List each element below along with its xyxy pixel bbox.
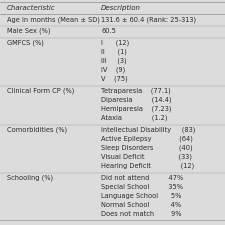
Text: I      (12): I (12)	[101, 40, 130, 46]
Text: Tetraparesia    (77.1): Tetraparesia (77.1)	[101, 88, 171, 94]
Text: GMFCS (%): GMFCS (%)	[7, 40, 44, 46]
Text: Intellectual Disability     (83): Intellectual Disability (83)	[101, 127, 196, 133]
Text: V    (75): V (75)	[101, 76, 128, 82]
Text: Age in months (Mean ± SD): Age in months (Mean ± SD)	[7, 16, 100, 23]
Text: Sleep Disorders            (40): Sleep Disorders (40)	[101, 145, 193, 151]
Text: Clinical Form CP (%): Clinical Form CP (%)	[7, 88, 74, 94]
Text: Hemiparesia    (7.23): Hemiparesia (7.23)	[101, 106, 172, 112]
Text: Active Epilepsy             (64): Active Epilepsy (64)	[101, 136, 193, 142]
Text: Special School         35%: Special School 35%	[101, 184, 183, 190]
Text: Diparesia         (14.4): Diparesia (14.4)	[101, 97, 172, 103]
Text: Ataxia              (1.2): Ataxia (1.2)	[101, 115, 168, 121]
Text: 60.5: 60.5	[101, 28, 116, 34]
Text: III     (3): III (3)	[101, 58, 127, 64]
Text: IV    (9): IV (9)	[101, 67, 126, 73]
Text: Language School      5%: Language School 5%	[101, 193, 182, 199]
Text: Male Sex (%): Male Sex (%)	[7, 28, 50, 34]
Text: Does not match        9%: Does not match 9%	[101, 211, 182, 217]
Text: Schooling (%): Schooling (%)	[7, 175, 53, 181]
Text: Did not attend         47%: Did not attend 47%	[101, 175, 184, 181]
Text: Comorbidities (%): Comorbidities (%)	[7, 127, 67, 133]
Text: Visual Deficit                (33): Visual Deficit (33)	[101, 154, 192, 160]
Text: Normal School          4%: Normal School 4%	[101, 202, 181, 208]
Text: Description: Description	[101, 4, 141, 11]
Text: 131.6 ± 60.4 (Rank: 25-313): 131.6 ± 60.4 (Rank: 25-313)	[101, 16, 196, 23]
Text: Hearing Deficit              (12): Hearing Deficit (12)	[101, 163, 194, 169]
Text: Characteristic: Characteristic	[7, 4, 56, 11]
Text: II      (1): II (1)	[101, 49, 127, 55]
